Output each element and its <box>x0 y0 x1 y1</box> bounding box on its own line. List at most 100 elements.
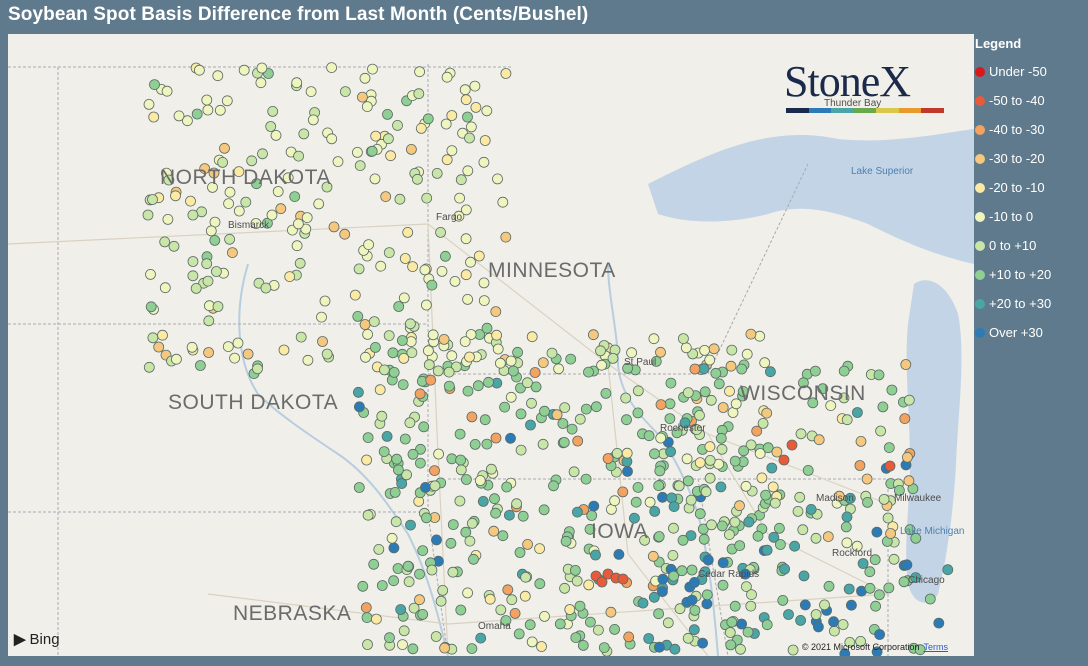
map-point[interactable] <box>460 94 472 106</box>
map-point[interactable] <box>270 130 282 141</box>
map-point[interactable] <box>464 132 475 144</box>
map-point[interactable] <box>647 550 659 562</box>
map-point[interactable] <box>817 383 829 395</box>
map-point[interactable] <box>662 617 674 629</box>
map-point[interactable] <box>381 430 393 442</box>
map-point[interactable] <box>366 145 378 157</box>
map-point[interactable] <box>478 295 490 307</box>
map-point[interactable] <box>419 264 431 276</box>
map-point[interactable] <box>588 329 599 341</box>
map-point[interactable] <box>526 331 538 343</box>
map-point[interactable] <box>221 95 233 107</box>
map-point[interactable] <box>657 491 668 503</box>
map-point[interactable] <box>143 361 155 373</box>
map-point[interactable] <box>621 447 633 459</box>
map-point[interactable] <box>789 540 800 552</box>
map-point[interactable] <box>768 531 780 543</box>
map-point[interactable] <box>397 379 409 391</box>
map-point[interactable] <box>653 608 664 620</box>
map-point[interactable] <box>300 223 312 235</box>
map-point[interactable] <box>147 332 159 344</box>
map-point[interactable] <box>374 384 386 396</box>
map-point[interactable] <box>799 599 811 611</box>
map-point[interactable] <box>474 475 486 486</box>
map-point[interactable] <box>729 516 741 528</box>
map-point[interactable] <box>716 443 728 455</box>
map-point[interactable] <box>187 270 199 282</box>
map-point[interactable] <box>420 512 432 524</box>
map-point[interactable] <box>698 533 710 545</box>
map-point[interactable] <box>566 423 578 435</box>
map-point[interactable] <box>825 400 837 412</box>
map-point[interactable] <box>717 557 729 569</box>
map-point[interactable] <box>317 336 328 347</box>
map-point[interactable] <box>602 453 614 464</box>
map-point[interactable] <box>396 335 408 346</box>
map-point[interactable] <box>701 589 713 601</box>
map-point[interactable] <box>509 608 521 619</box>
map-point[interactable] <box>148 111 160 123</box>
map-point[interactable] <box>373 544 385 555</box>
map-point[interactable] <box>691 424 703 436</box>
map-point[interactable] <box>242 348 254 360</box>
map-point[interactable] <box>194 360 206 371</box>
map-point[interactable] <box>761 407 773 419</box>
map-point[interactable] <box>864 582 876 594</box>
map-point[interactable] <box>321 348 333 360</box>
map-point[interactable] <box>520 571 531 583</box>
map-point[interactable] <box>488 525 500 537</box>
map-point[interactable] <box>149 79 160 90</box>
map-point[interactable] <box>489 493 500 505</box>
map-point[interactable] <box>519 590 531 602</box>
map-point[interactable] <box>435 595 447 607</box>
map-point[interactable] <box>462 587 474 599</box>
map-point[interactable] <box>605 606 617 618</box>
map-point[interactable] <box>252 363 263 375</box>
map-point[interactable] <box>500 68 512 79</box>
map-point[interactable] <box>446 145 458 156</box>
map-point[interactable] <box>679 417 691 429</box>
map-point[interactable] <box>460 269 472 281</box>
map-point[interactable] <box>479 414 491 426</box>
map-point[interactable] <box>186 341 198 353</box>
map-point[interactable] <box>282 172 294 184</box>
map-point[interactable] <box>495 604 507 616</box>
map-point[interactable] <box>363 239 375 251</box>
map-point[interactable] <box>570 632 582 643</box>
map-point[interactable] <box>214 104 226 116</box>
map-point[interactable] <box>407 261 419 273</box>
map-point[interactable] <box>682 387 694 399</box>
map-point[interactable] <box>418 421 430 433</box>
map-point[interactable] <box>746 589 757 600</box>
map-point[interactable] <box>301 212 313 224</box>
map-point[interactable] <box>546 347 558 359</box>
map-point[interactable] <box>609 624 620 635</box>
map-point[interactable] <box>715 432 727 444</box>
map-point[interactable] <box>187 256 199 267</box>
map-point[interactable] <box>376 410 388 422</box>
map-point[interactable] <box>159 236 171 248</box>
map-point[interactable] <box>739 568 751 580</box>
map-point[interactable] <box>903 475 915 487</box>
map-point[interactable] <box>875 425 886 437</box>
map-point[interactable] <box>185 195 196 207</box>
map-point[interactable] <box>193 64 205 76</box>
map-point[interactable] <box>406 347 418 359</box>
map-point[interactable] <box>854 460 866 471</box>
map-point[interactable] <box>871 646 883 656</box>
map-point[interactable] <box>203 347 215 358</box>
map-point[interactable] <box>736 363 748 375</box>
map-point[interactable] <box>682 632 694 644</box>
map-point[interactable] <box>724 385 735 397</box>
map-point[interactable] <box>455 604 467 616</box>
map-point[interactable] <box>462 385 474 397</box>
map-point[interactable] <box>469 438 481 450</box>
legend-item[interactable]: +20 to +30 <box>975 289 1085 318</box>
map-point[interactable] <box>538 504 550 516</box>
map-point[interactable] <box>560 535 572 547</box>
map-point[interactable] <box>408 602 420 614</box>
map-point[interactable] <box>201 258 213 270</box>
map-point[interactable] <box>438 333 450 345</box>
map-point[interactable] <box>630 496 642 508</box>
map-point[interactable] <box>734 540 746 552</box>
